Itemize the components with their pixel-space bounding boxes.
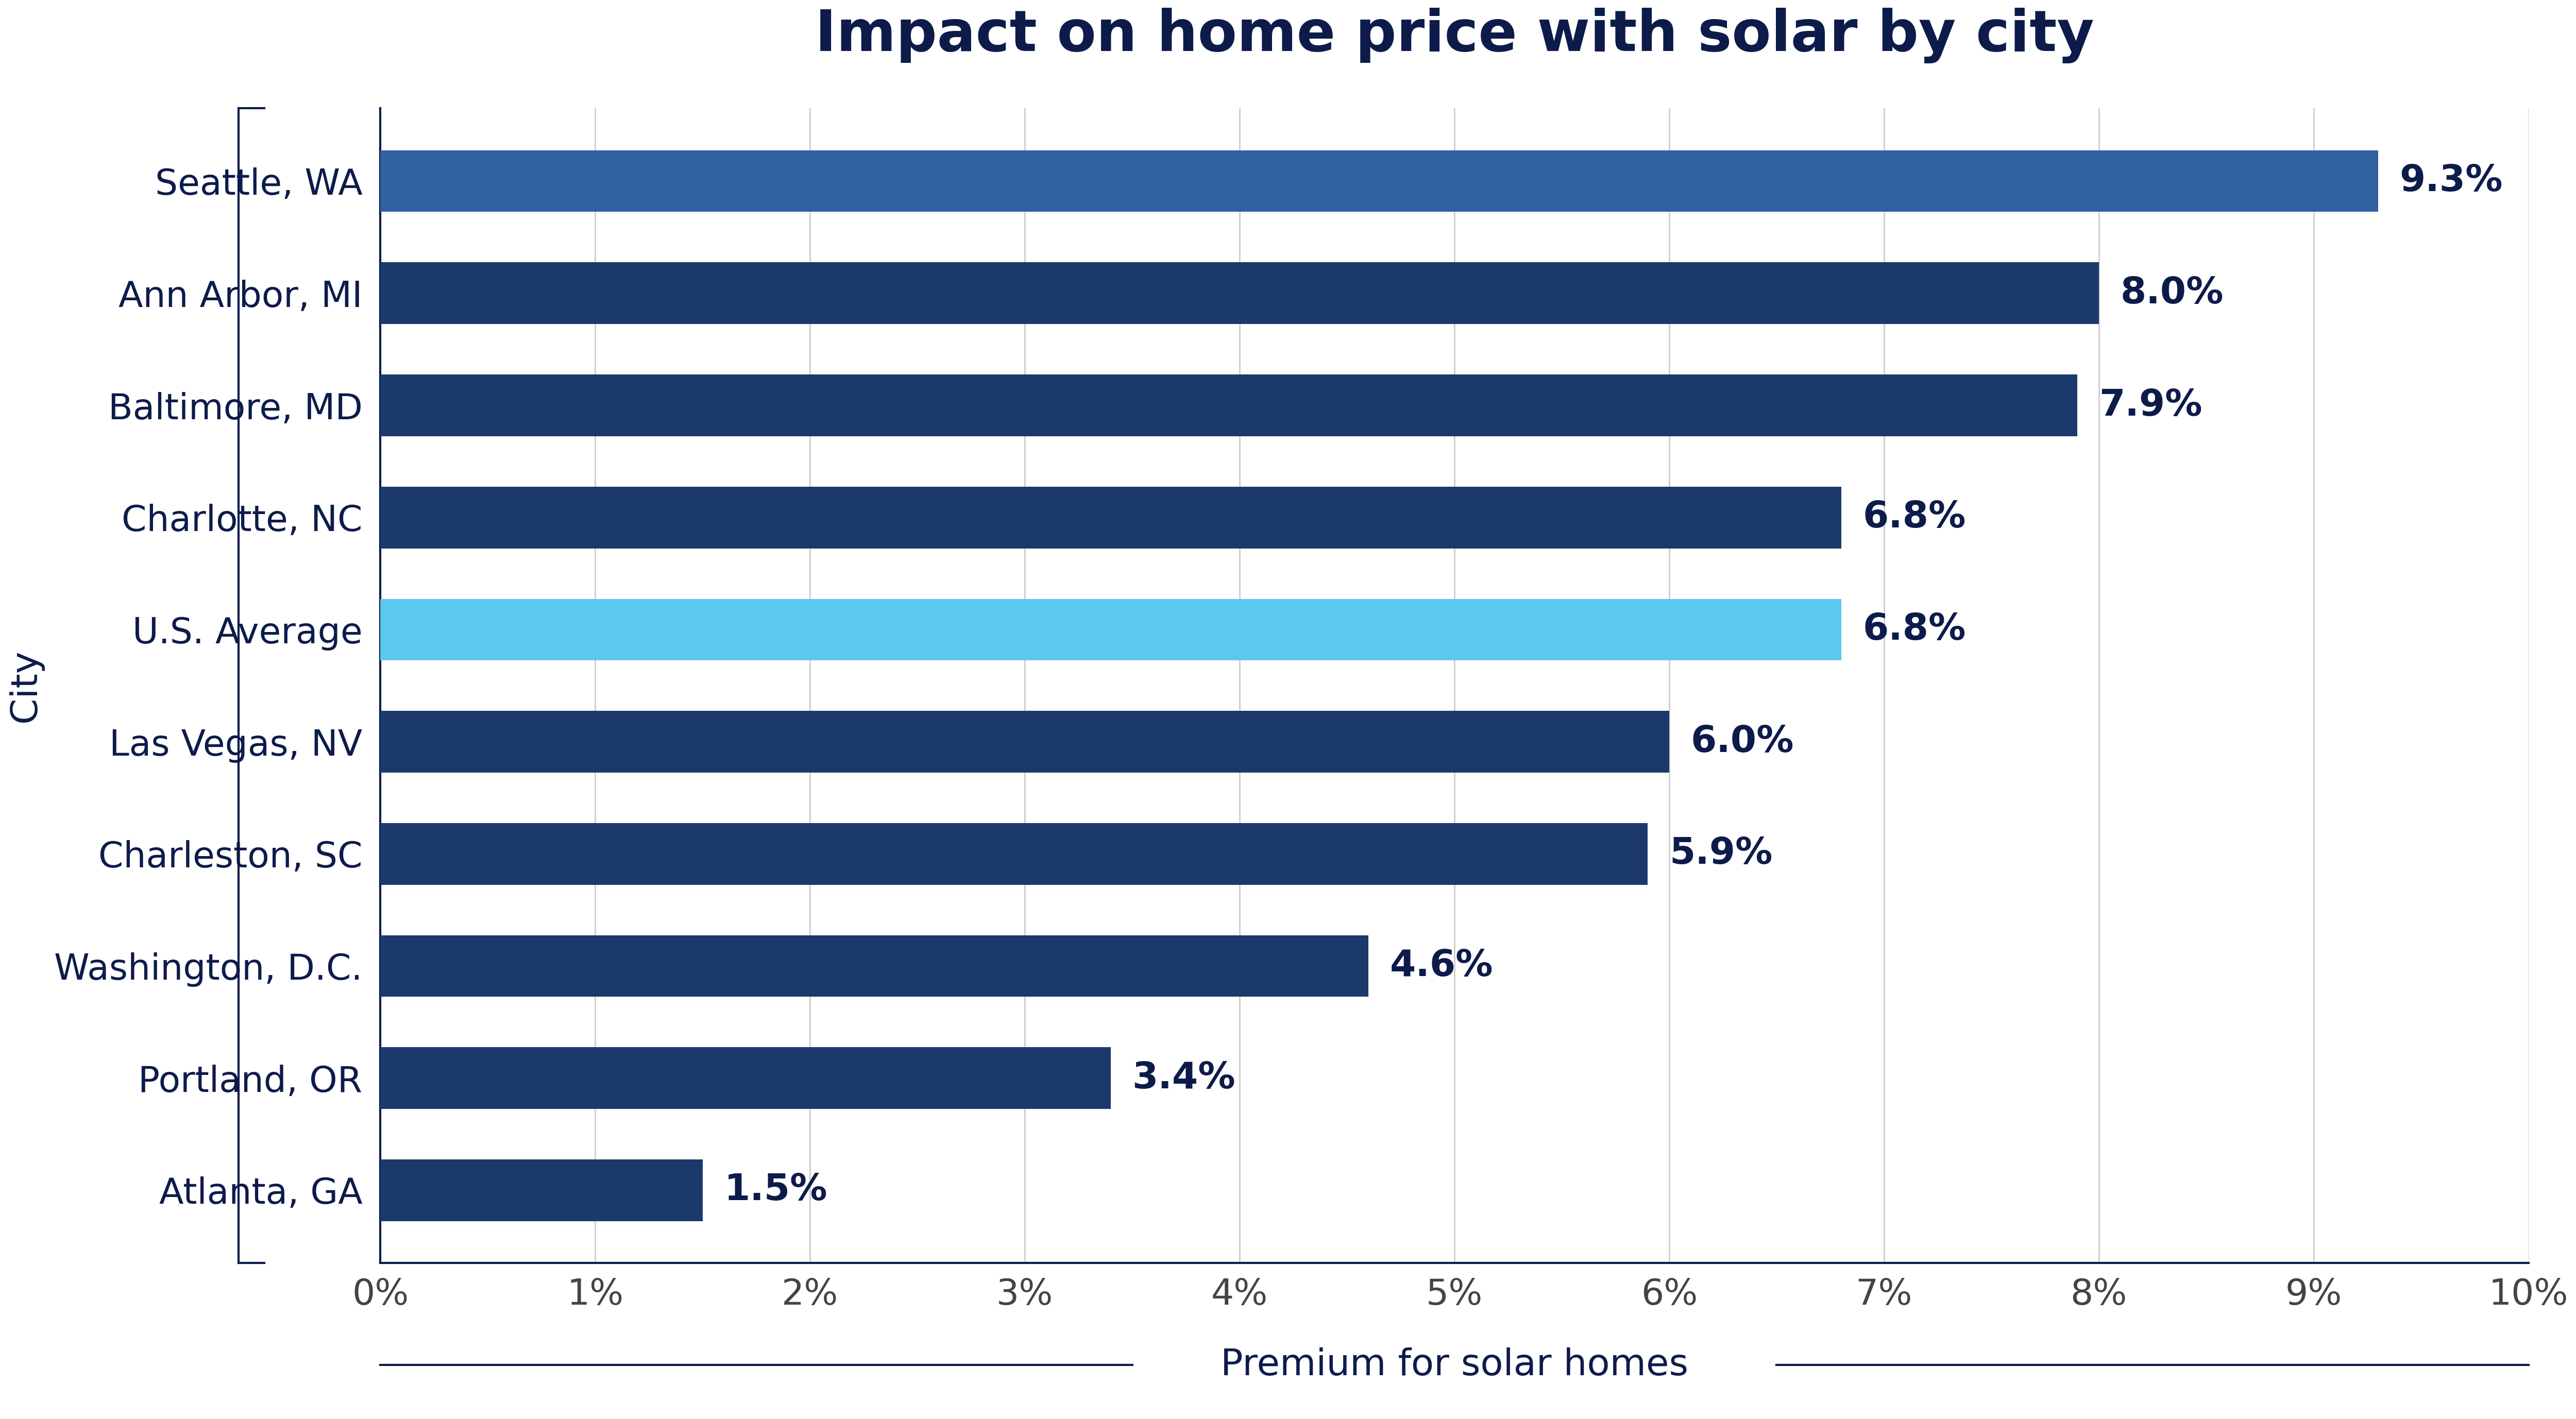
Bar (381, 1159, 703, 1222)
Bar (381, 487, 1842, 548)
Text: Premium for solar homes: Premium for solar homes (1221, 1347, 1687, 1384)
Bar (381, 1047, 1110, 1110)
Text: 4.6%: 4.6% (1391, 948, 1494, 983)
Bar (381, 375, 2076, 436)
Bar (381, 263, 2099, 324)
Text: 8.0%: 8.0% (2120, 275, 2223, 311)
Text: 1.5%: 1.5% (724, 1172, 827, 1208)
Bar (381, 823, 1649, 884)
Text: 5.9%: 5.9% (1669, 836, 1772, 871)
Text: 3.4%: 3.4% (1133, 1060, 1236, 1095)
Text: 7.9%: 7.9% (2099, 387, 2202, 423)
Bar (381, 150, 2378, 211)
Title: Impact on home price with solar by city: Impact on home price with solar by city (814, 7, 2094, 64)
Text: 6.0%: 6.0% (1690, 724, 1793, 759)
Bar (381, 599, 1842, 660)
Text: 6.8%: 6.8% (1862, 499, 1965, 535)
Bar (381, 711, 1669, 772)
Y-axis label: City: City (8, 650, 44, 722)
Bar (381, 935, 1368, 996)
Text: 9.3%: 9.3% (2401, 163, 2504, 199)
Text: 6.8%: 6.8% (1862, 612, 1965, 647)
